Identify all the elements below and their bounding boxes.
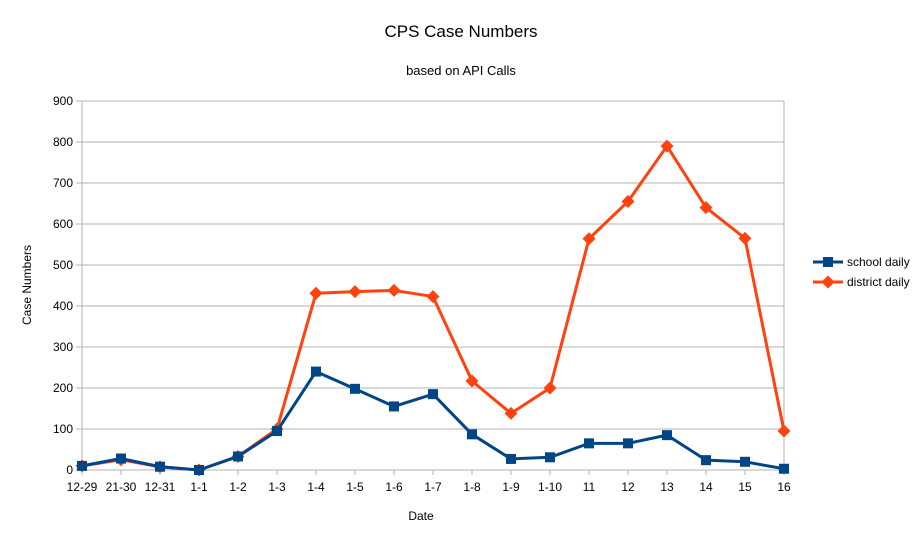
legend-item-district-daily: district daily: [813, 275, 910, 289]
data-point-school-daily: [623, 438, 633, 449]
y-tick-label: 900: [53, 94, 73, 108]
data-point-school-daily: [350, 383, 360, 394]
x-tick-label: 16: [777, 480, 791, 494]
data-point-district-daily: [699, 201, 713, 215]
x-tick-label: 1-8: [463, 480, 481, 494]
data-point-school-daily: [740, 456, 750, 467]
data-point-school-daily: [467, 429, 477, 440]
x-tick-label: 1-2: [229, 480, 247, 494]
y-tick-label: 0: [66, 463, 73, 477]
x-tick-label: 21-30: [106, 480, 137, 494]
chart-subtitle: based on API Calls: [406, 63, 516, 78]
data-point-school-daily: [389, 401, 399, 412]
x-tick-label: 1-10: [538, 480, 562, 494]
x-tick-label: 1-9: [502, 480, 520, 494]
axes: 0 100 200 300 400 500 600 700 800 900 12-29 21-30 12…: [53, 94, 791, 494]
data-point-district-daily: [465, 374, 479, 388]
series-school-daily: [77, 366, 789, 475]
x-tick-label: 1-3: [268, 480, 286, 494]
data-point-district-daily: [738, 231, 752, 245]
legend-marker-school-daily: [823, 257, 833, 267]
data-point-district-daily: [660, 139, 674, 153]
data-point-school-daily: [194, 465, 204, 475]
data-point-district-daily: [543, 381, 557, 395]
x-tick-label: 11: [583, 480, 596, 494]
legend: school daily district daily: [813, 255, 910, 289]
y-tick-label: 800: [53, 135, 73, 149]
data-point-district-daily: [582, 232, 596, 246]
legend-item-school-daily: school daily: [813, 255, 910, 269]
x-tick-label: 14: [699, 480, 713, 494]
series-layer: [75, 139, 791, 477]
x-tick-label: 1-1: [190, 480, 208, 494]
series-line-school-daily: [81, 370, 785, 472]
y-tick-label: 500: [53, 258, 73, 272]
data-point-school-daily: [662, 430, 672, 441]
y-tick-label: 600: [53, 217, 73, 231]
data-point-district-daily: [621, 194, 635, 208]
data-point-district-daily: [426, 290, 440, 304]
x-tick-label: 1-4: [307, 480, 325, 494]
data-point-school-daily: [701, 455, 711, 466]
x-tick-label: 15: [738, 480, 752, 494]
data-point-school-daily: [584, 438, 594, 449]
x-tick-label: 12-31: [145, 480, 176, 494]
y-tick-label: 300: [53, 340, 73, 354]
y-tick-label: 700: [53, 176, 73, 190]
legend-label-district-daily: district daily: [847, 275, 910, 289]
chart-title: CPS Case Numbers: [384, 22, 537, 41]
data-point-school-daily: [116, 453, 126, 464]
y-tick-label: 400: [53, 299, 73, 313]
x-tick-label: 13: [660, 480, 674, 494]
series-line-district-daily: [81, 144, 786, 472]
data-point-district-daily: [504, 406, 518, 420]
data-point-district-daily: [348, 285, 362, 299]
data-point-district-daily: [309, 286, 323, 300]
series-district-daily: [75, 139, 791, 477]
data-point-school-daily: [428, 389, 438, 400]
x-tick-label: 1-6: [385, 480, 403, 494]
legend-marker-district-daily: [821, 275, 835, 289]
y-tick-label: 100: [53, 422, 73, 436]
legend-label-school-daily: school daily: [847, 255, 910, 269]
gridlines: [82, 100, 784, 471]
x-tick-label: 12-29: [67, 480, 98, 494]
x-tick-label: 1-5: [346, 480, 364, 494]
y-axis-label: Case Numbers: [20, 245, 34, 325]
data-point-school-daily: [545, 452, 555, 463]
data-point-school-daily: [77, 460, 87, 471]
data-point-district-daily: [387, 283, 401, 297]
data-point-school-daily: [779, 463, 789, 474]
data-point-school-daily: [311, 366, 321, 377]
x-tick-label: 1-7: [424, 480, 442, 494]
data-point-school-daily: [155, 461, 165, 472]
data-point-school-daily: [272, 426, 282, 437]
y-tick-label: 200: [53, 381, 73, 395]
x-tick-label: 12: [621, 480, 635, 494]
x-axis-label: Date: [408, 509, 434, 523]
data-point-school-daily: [506, 453, 516, 464]
data-point-school-daily: [233, 451, 243, 462]
data-point-district-daily: [777, 424, 791, 438]
